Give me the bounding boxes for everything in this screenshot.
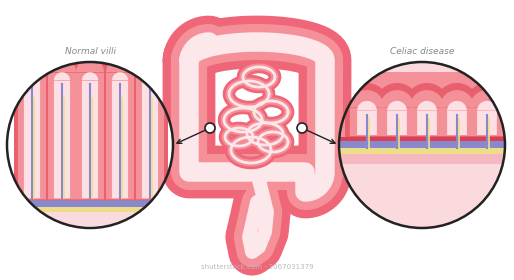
Polygon shape: [14, 49, 50, 200]
FancyBboxPatch shape: [7, 212, 173, 226]
Polygon shape: [387, 101, 407, 135]
Polygon shape: [24, 72, 40, 198]
Polygon shape: [380, 90, 414, 136]
Polygon shape: [375, 83, 419, 137]
Circle shape: [205, 123, 215, 133]
Polygon shape: [112, 72, 128, 198]
Polygon shape: [44, 49, 80, 200]
Polygon shape: [350, 90, 384, 136]
Polygon shape: [48, 58, 76, 199]
FancyBboxPatch shape: [7, 200, 173, 207]
Polygon shape: [435, 83, 479, 137]
FancyBboxPatch shape: [339, 137, 505, 141]
Polygon shape: [18, 58, 46, 199]
Polygon shape: [345, 83, 389, 137]
Polygon shape: [72, 49, 108, 200]
Polygon shape: [410, 90, 444, 136]
Polygon shape: [440, 90, 474, 136]
FancyBboxPatch shape: [339, 154, 505, 164]
Text: Celiac disease: Celiac disease: [390, 47, 454, 56]
Circle shape: [339, 62, 505, 228]
Polygon shape: [477, 101, 497, 135]
Polygon shape: [142, 72, 158, 198]
Polygon shape: [465, 83, 509, 137]
Polygon shape: [136, 58, 164, 199]
Polygon shape: [470, 90, 504, 136]
Circle shape: [297, 123, 307, 133]
FancyBboxPatch shape: [339, 141, 505, 148]
Text: Normal villi: Normal villi: [64, 47, 116, 56]
Polygon shape: [447, 101, 467, 135]
Polygon shape: [405, 83, 449, 137]
Polygon shape: [82, 72, 98, 198]
FancyBboxPatch shape: [339, 164, 505, 228]
Polygon shape: [76, 58, 104, 199]
Polygon shape: [417, 101, 437, 135]
Polygon shape: [102, 49, 138, 200]
Text: shutterstock.com · 2067031379: shutterstock.com · 2067031379: [200, 264, 314, 270]
Polygon shape: [357, 101, 377, 135]
Polygon shape: [132, 49, 168, 200]
FancyBboxPatch shape: [7, 207, 173, 212]
Polygon shape: [106, 58, 134, 199]
FancyBboxPatch shape: [339, 148, 505, 154]
Circle shape: [7, 62, 173, 228]
FancyBboxPatch shape: [339, 72, 505, 137]
Polygon shape: [54, 72, 70, 198]
